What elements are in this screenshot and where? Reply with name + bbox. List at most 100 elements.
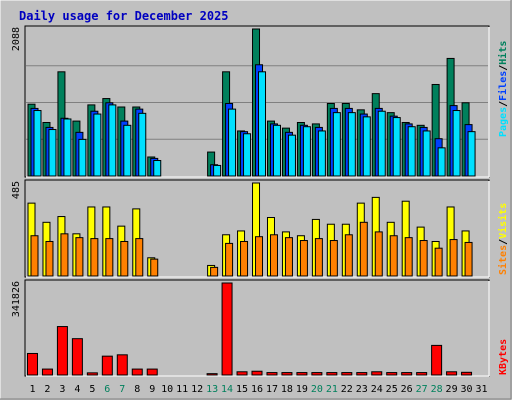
bar-kbytes-day-25	[386, 372, 398, 376]
day-label-21: 21	[326, 384, 338, 395]
day-label-29: 29	[446, 384, 458, 395]
bar-pages-day-4	[78, 138, 87, 177]
bar-pages-day-13	[213, 164, 222, 177]
panel-kbytes	[24, 279, 490, 377]
y-max-label-hits-files-pages: 2088	[11, 27, 22, 51]
y-max-label-kbytes: 341826	[11, 281, 22, 317]
bar-pages-day-2	[48, 129, 57, 177]
bar-kbytes-day-15	[236, 371, 248, 376]
bar-kbytes-day-8	[131, 368, 143, 376]
day-label-6: 6	[104, 384, 110, 395]
bar-pages-day-29	[452, 110, 461, 177]
bar-pages-day-9	[153, 160, 162, 177]
bar-sites-day-27	[419, 240, 428, 277]
chart-title: Daily usage for December 2025	[19, 9, 229, 23]
day-label-12: 12	[191, 384, 203, 395]
bar-sites-day-29	[449, 239, 458, 277]
bar-pages-day-3	[63, 118, 72, 177]
day-labels: 1 2 3 4 5 6 7 8 9 10 11 12 13 14 15 16 17 18 19 20 21 22 23 24 2…	[29, 384, 487, 395]
bar-sites-day-9	[150, 258, 159, 277]
bar-kbytes-day-24	[371, 371, 383, 376]
bar-pages-day-18	[287, 134, 296, 177]
bar-pages-day-14	[228, 108, 237, 177]
bar-pages-day-8	[138, 112, 147, 177]
legend-lower: KBytes	[498, 339, 509, 375]
day-label-19: 19	[296, 384, 308, 395]
bar-pages-day-25	[392, 117, 401, 177]
bar-pages-day-16	[258, 71, 267, 177]
bar-pages-day-20	[317, 130, 326, 177]
legend-entry-sites: Sites	[497, 245, 509, 275]
bar-kbytes-day-28	[431, 344, 443, 376]
day-label-7: 7	[119, 384, 125, 395]
bar-sites-day-18	[284, 237, 293, 277]
bar-sites-day-30	[464, 241, 473, 277]
day-label-28: 28	[431, 384, 443, 395]
day-label-16: 16	[251, 384, 263, 395]
bar-kbytes-day-7	[116, 354, 128, 376]
bar-pages-day-21	[332, 112, 341, 177]
legend-entry-separator: /	[498, 101, 509, 107]
bar-pages-day-22	[347, 112, 356, 177]
bar-pages-day-7	[123, 124, 132, 177]
bar-pages-day-19	[302, 126, 311, 177]
bar-pages-day-1	[33, 110, 42, 177]
bar-sites-day-15	[240, 240, 249, 277]
bar-sites-day-8	[135, 238, 144, 277]
bar-kbytes-day-13	[206, 373, 218, 376]
legend-entry-separator: /	[498, 65, 509, 71]
bar-kbytes-day-18	[281, 372, 293, 376]
legend-entry-files: Files	[497, 71, 509, 101]
bar-sites-day-23	[359, 221, 368, 277]
bar-kbytes-day-23	[356, 372, 368, 376]
bar-pages-day-30	[467, 131, 476, 177]
day-label-20: 20	[311, 384, 323, 395]
bar-sites-day-13	[210, 266, 219, 277]
bar-kbytes-day-1	[26, 352, 38, 376]
bar-sites-day-17	[269, 234, 278, 277]
bar-sites-day-4	[75, 237, 84, 277]
bar-kbytes-day-21	[326, 372, 338, 376]
day-label-27: 27	[416, 384, 428, 395]
day-label-31: 31	[475, 384, 487, 395]
legend-upper: Pages/Files/Hits	[497, 41, 509, 137]
bar-sites-day-3	[60, 233, 69, 277]
bar-kbytes-day-19	[296, 372, 308, 376]
panels	[24, 25, 490, 377]
legend-entry-separator: /	[498, 239, 509, 245]
legend-middle: Sites/Visits	[497, 203, 509, 275]
bar-sites-day-7	[120, 240, 129, 277]
day-label-4: 4	[74, 384, 80, 395]
bar-pages-day-5	[93, 113, 102, 177]
bar-kbytes-day-30	[461, 371, 473, 376]
bar-kbytes-day-9	[146, 368, 158, 376]
day-label-17: 17	[266, 384, 278, 395]
bar-kbytes-day-16	[251, 370, 263, 376]
bar-kbytes-day-6	[101, 355, 113, 376]
day-label-15: 15	[236, 384, 248, 395]
panel-visits-sites	[24, 179, 490, 278]
bar-pages-day-26	[407, 126, 416, 177]
bar-sites-day-21	[329, 240, 338, 277]
bar-pages-day-17	[272, 124, 281, 177]
bar-kbytes-day-5	[86, 372, 98, 376]
bar-kbytes-day-29	[446, 371, 458, 376]
day-label-23: 23	[356, 384, 368, 395]
bar-kbytes-day-22	[341, 372, 353, 376]
day-label-26: 26	[401, 384, 413, 395]
legend-entry-visits: Visits	[497, 203, 509, 239]
bar-kbytes-day-26	[401, 372, 413, 376]
legend-entry-hits: Hits	[497, 41, 509, 65]
bar-pages-day-15	[243, 133, 252, 177]
bar-sites-day-1	[30, 235, 39, 277]
bar-sites-day-20	[314, 238, 323, 277]
day-label-18: 18	[281, 384, 293, 395]
bar-kbytes-day-3	[56, 326, 68, 376]
bar-pages-day-24	[377, 110, 386, 177]
bar-sites-day-19	[299, 240, 308, 277]
day-label-10: 10	[161, 384, 173, 395]
day-label-11: 11	[176, 384, 188, 395]
bar-kbytes-day-17	[266, 372, 278, 376]
bar-kbytes-day-4	[71, 338, 83, 376]
